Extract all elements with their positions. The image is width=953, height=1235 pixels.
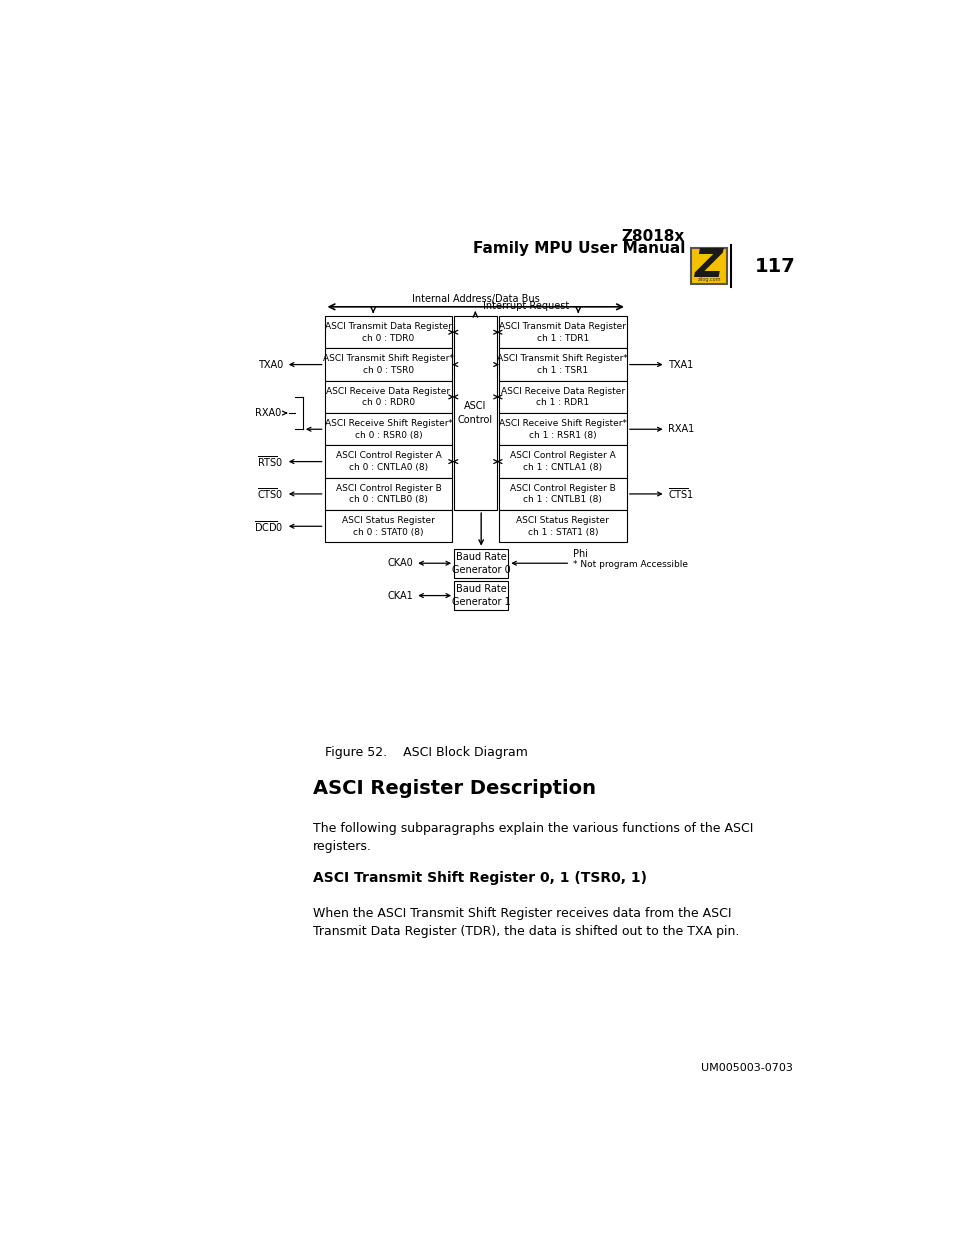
Bar	[498, 478, 626, 510]
Text: ASCI Transmit Shift Register*
ch 1 : TSR1: ASCI Transmit Shift Register* ch 1 : TSR…	[497, 354, 628, 375]
Text: $\overline{\rm RTS}$0: $\overline{\rm RTS}$0	[257, 454, 283, 469]
Text: ASCI Status Register
ch 0 : STAT0 (8): ASCI Status Register ch 0 : STAT0 (8)	[342, 516, 435, 537]
Text: ASCI Receive Data Register
ch 0 : RDR0: ASCI Receive Data Register ch 0 : RDR0	[326, 387, 450, 408]
Text: ASCI Transmit Shift Register*
ch 0 : TSR0: ASCI Transmit Shift Register* ch 0 : TSR…	[323, 354, 454, 375]
Text: ASCI Transmit Data Register
ch 1 : TDR1: ASCI Transmit Data Register ch 1 : TDR1	[499, 322, 626, 342]
Text: ASCI Transmit Data Register
ch 0 : TDR0: ASCI Transmit Data Register ch 0 : TDR0	[325, 322, 452, 342]
Bar	[324, 348, 452, 380]
Bar	[324, 316, 452, 348]
Text: CKA1: CKA1	[387, 590, 413, 600]
Bar	[498, 412, 626, 446]
Text: TXA1: TXA1	[667, 359, 693, 369]
Text: The following subparagraphs explain the various functions of the ASCI
registers.: The following subparagraphs explain the …	[313, 823, 753, 853]
Text: When the ASCI Transmit Shift Register receives data from the ASCI
Transmit Data : When the ASCI Transmit Shift Register re…	[313, 906, 739, 937]
Text: ASCI Transmit Shift Register 0, 1 (TSR0, 1): ASCI Transmit Shift Register 0, 1 (TSR0,…	[313, 871, 646, 885]
Text: Baud Rate
Generator 0: Baud Rate Generator 0	[452, 552, 510, 574]
Bar	[498, 510, 626, 542]
Text: ASCI Register Description: ASCI Register Description	[313, 779, 596, 798]
Bar	[498, 446, 626, 478]
Text: zilog.com: zilog.com	[697, 277, 720, 282]
Text: Z: Z	[694, 247, 722, 285]
Text: CKA0: CKA0	[387, 558, 413, 568]
Text: ASCI
Control: ASCI Control	[457, 401, 493, 425]
Bar	[454, 580, 508, 610]
Bar	[324, 446, 452, 478]
Bar	[324, 510, 452, 542]
Bar	[324, 380, 452, 412]
Text: RXA1: RXA1	[667, 425, 694, 435]
Text: * Not program Accessible: * Not program Accessible	[573, 559, 688, 568]
Text: $\overline{\rm DCD}$0: $\overline{\rm DCD}$0	[253, 519, 283, 534]
Text: ASCI Receive Data Register
ch 1 : RDR1: ASCI Receive Data Register ch 1 : RDR1	[500, 387, 624, 408]
Text: Figure 52.    ASCI Block Diagram: Figure 52. ASCI Block Diagram	[324, 746, 527, 760]
Text: $\overline{\rm CTS}$1: $\overline{\rm CTS}$1	[667, 487, 694, 501]
Text: Baud Rate
Generator 1: Baud Rate Generator 1	[452, 584, 510, 608]
Text: ASCI Control Register B
ch 1 : CNTLB1 (8): ASCI Control Register B ch 1 : CNTLB1 (8…	[510, 484, 616, 504]
Text: Interrupt Request: Interrupt Request	[482, 300, 569, 311]
Text: ASCI Receive Shift Register*
ch 1 : RSR1 (8): ASCI Receive Shift Register* ch 1 : RSR1…	[498, 419, 626, 440]
Text: RXA0: RXA0	[254, 408, 281, 419]
Text: Z8018x: Z8018x	[621, 230, 684, 245]
Bar	[324, 478, 452, 510]
Text: Internal Address/Data Bus: Internal Address/Data Bus	[412, 294, 539, 304]
Text: UM005003-0703: UM005003-0703	[700, 1063, 792, 1073]
Text: ASCI Status Register
ch 1 : STAT1 (8): ASCI Status Register ch 1 : STAT1 (8)	[516, 516, 609, 537]
Bar	[454, 316, 497, 510]
Text: TXA0: TXA0	[258, 359, 283, 369]
Bar	[498, 316, 626, 348]
Text: Phi: Phi	[573, 550, 588, 559]
Bar	[498, 380, 626, 412]
Text: 117: 117	[754, 257, 795, 275]
Bar	[454, 548, 508, 578]
Text: ASCI Control Register B
ch 0 : CNTLB0 (8): ASCI Control Register B ch 0 : CNTLB0 (8…	[335, 484, 441, 504]
Bar	[324, 412, 452, 446]
Text: Family MPU User Manual: Family MPU User Manual	[472, 241, 684, 256]
Text: ASCI Control Register A
ch 1 : CNTLA1 (8): ASCI Control Register A ch 1 : CNTLA1 (8…	[510, 451, 616, 472]
Text: ASCI Control Register A
ch 0 : CNTLA0 (8): ASCI Control Register A ch 0 : CNTLA0 (8…	[335, 451, 441, 472]
Text: ASCI Receive Shift Register*
ch 0 : RSR0 (8): ASCI Receive Shift Register* ch 0 : RSR0…	[324, 419, 452, 440]
Bar	[498, 348, 626, 380]
Bar	[691, 248, 726, 284]
Text: $\overline{\rm CTS}$0: $\overline{\rm CTS}$0	[256, 487, 283, 501]
